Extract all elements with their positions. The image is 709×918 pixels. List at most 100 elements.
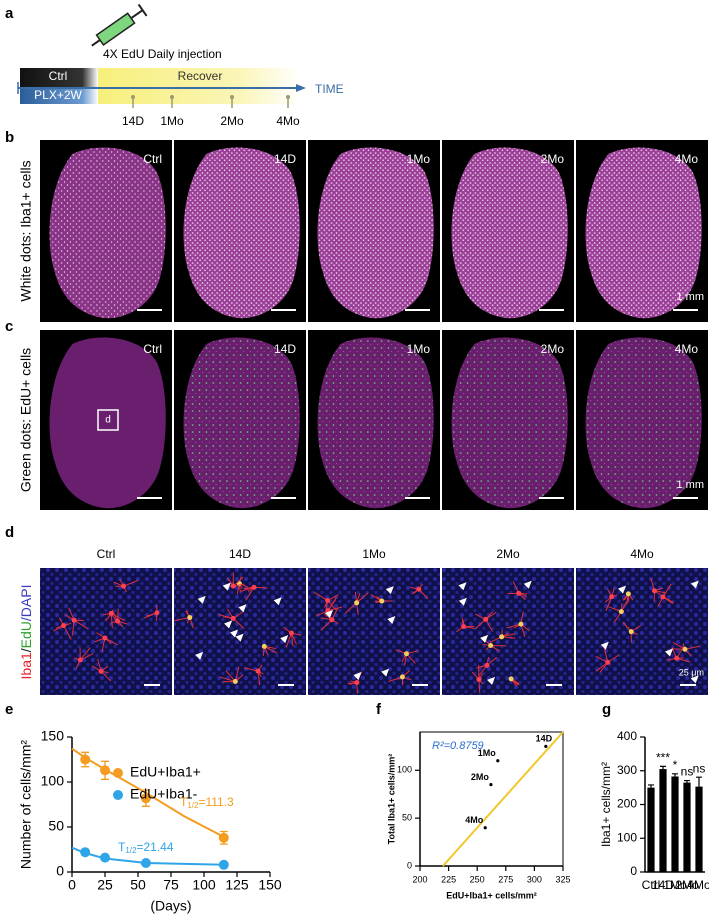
y-tick-label: 100	[41, 773, 65, 789]
microglia-body	[154, 610, 160, 616]
data-point	[140, 793, 151, 804]
panel-c-ylabel: Green dots: EdU+ cells	[18, 348, 34, 492]
column-label: 4Mo	[675, 342, 699, 356]
column-label: Ctrl	[97, 547, 116, 561]
arrowhead	[381, 668, 390, 677]
micrograph	[40, 568, 172, 695]
microglia-process	[314, 591, 328, 601]
error-bar	[648, 784, 654, 788]
microglia-body	[251, 584, 257, 590]
x-tick-label: 225	[441, 874, 456, 884]
microglia-body	[516, 590, 522, 596]
legend-marker	[113, 790, 123, 800]
panel-label: b	[5, 129, 14, 146]
arrowhead	[324, 610, 333, 619]
arrowhead	[197, 595, 206, 604]
arrowhead	[230, 629, 239, 638]
timepoint-label: 1Mo	[160, 114, 184, 128]
timepoint-dot	[230, 95, 234, 99]
error-bar	[660, 765, 666, 770]
half-life-value: =111.3	[198, 795, 234, 809]
y-tick-label: 200	[617, 797, 637, 811]
ylabel-part: EdU	[18, 621, 34, 648]
arrowhead	[664, 648, 673, 657]
arrowhead	[458, 582, 467, 591]
arrowhead	[617, 585, 626, 594]
brain-section	[49, 147, 166, 319]
arrowhead	[600, 641, 609, 650]
arrowhead	[238, 604, 247, 613]
micrograph	[442, 568, 574, 695]
panel-b-ylabel: White dots: Iba1+ cells	[18, 160, 34, 301]
microglia-process	[320, 619, 333, 631]
x-tick-label: 0	[68, 877, 76, 893]
injection-label: 4X EdU Daily injection	[103, 47, 222, 61]
brain-section	[451, 337, 568, 509]
microglia-body	[98, 668, 104, 674]
ylabel-part: Iba1	[18, 652, 34, 679]
column-label: 2Mo	[541, 152, 565, 166]
microglia-body	[121, 583, 127, 589]
microglia-body	[187, 614, 193, 620]
y-axis-label: Iba1+ cells/mm²	[599, 762, 613, 847]
y-tick-label: 50	[48, 818, 64, 834]
microglia-body	[651, 588, 657, 594]
arrowhead	[487, 676, 496, 685]
column-label: 1Mo	[362, 547, 386, 561]
inset-box	[97, 409, 119, 431]
microglia-body	[609, 594, 615, 600]
timepoint-label: 2Mo	[220, 114, 244, 128]
column-label: 1Mo	[407, 342, 431, 356]
x-tick-label: 300	[527, 874, 542, 884]
brain-section	[317, 337, 434, 509]
microglia-body	[518, 621, 524, 627]
ylabel-part: /	[18, 648, 34, 652]
column-label: Ctrl	[143, 342, 162, 356]
microglia-body	[660, 594, 666, 600]
x-tick-label: 125	[225, 877, 249, 893]
arrowhead	[224, 620, 233, 629]
legend-label: EdU+Iba1+	[130, 764, 201, 780]
microglia-body	[399, 674, 405, 680]
microglia-process	[245, 586, 255, 601]
ctrl-label: Ctrl	[49, 69, 68, 83]
x-tick-label: 75	[163, 877, 179, 893]
microglia-body	[379, 598, 385, 604]
microglia-body	[605, 659, 611, 665]
x-tick-label: 275	[498, 874, 513, 884]
microglia-process	[123, 579, 139, 587]
data-point	[140, 858, 151, 868]
microglia-body	[682, 646, 688, 652]
microglia-body	[416, 586, 422, 592]
data-point	[100, 852, 110, 863]
microglia-body	[108, 610, 114, 616]
microglia-body	[618, 609, 624, 615]
point-label: 4Mo	[465, 815, 484, 825]
arrowhead	[195, 651, 204, 660]
x-tick-label: 250	[470, 874, 485, 884]
microglia-body	[230, 583, 236, 589]
column-label: 14D	[229, 547, 251, 561]
panel-d-ylabel: Iba1/EdU/DAPI	[18, 585, 34, 680]
x-tick-label: 325	[555, 874, 570, 884]
arrowhead	[480, 634, 489, 643]
timepoint-label: 4Mo	[276, 114, 300, 128]
microglia-body	[325, 598, 331, 604]
arrowhead	[222, 582, 231, 591]
microglia-body	[483, 616, 489, 622]
microglia-body	[255, 668, 261, 674]
arrowhead	[273, 597, 282, 606]
column-label: 4Mo	[675, 152, 699, 166]
micrograph	[576, 568, 708, 695]
microglia-process	[285, 632, 292, 648]
bar	[659, 769, 667, 872]
microglia-process	[356, 592, 369, 604]
y-axis-label: Number of cells/mm²	[18, 740, 34, 869]
y-tick-label: 150	[41, 728, 65, 744]
timepoint-dot	[131, 95, 135, 99]
point-label: 14D	[536, 734, 553, 744]
y-tick-label: 300	[617, 763, 637, 777]
column-label: 14D	[274, 152, 296, 166]
point-label: 2Mo	[471, 772, 490, 782]
column-label: 14D	[274, 342, 296, 356]
